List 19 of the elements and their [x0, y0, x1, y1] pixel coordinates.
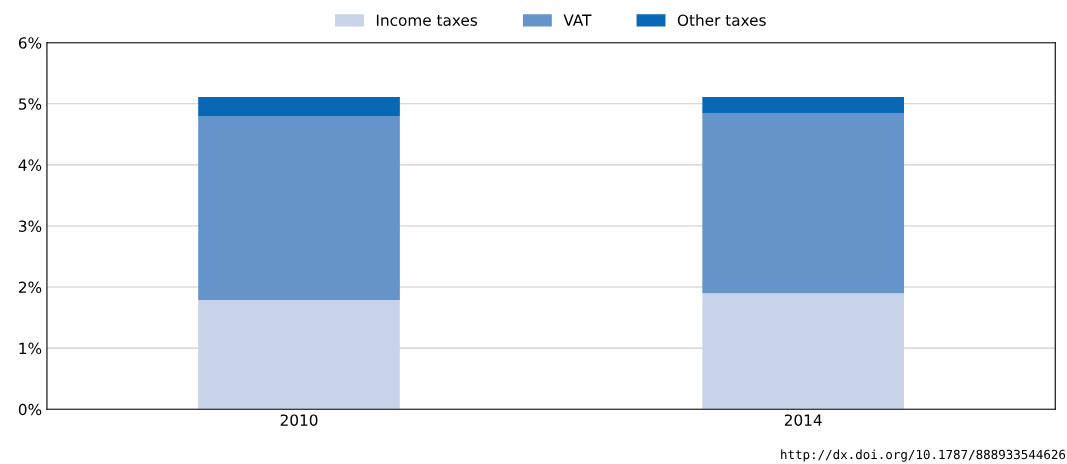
bar [702, 113, 905, 294]
legend-label: Other taxes [677, 14, 766, 26]
y-tick-label: 4% [18, 159, 42, 171]
y-tick-label: 1% [19, 342, 42, 355]
bar [198, 116, 400, 300]
y-tick-label: 0% [18, 403, 42, 416]
legend-label: VAT [563, 14, 592, 26]
text: http://dx.doi.org/10.1787/888933544626 [781, 449, 1066, 462]
bar [198, 299, 400, 410]
bar [702, 293, 905, 410]
y-tick-label: 6% [18, 37, 42, 49]
bar [198, 97, 400, 117]
y-tick-label: 5% [19, 98, 42, 110]
bar [702, 97, 905, 114]
legend-label: Income taxes [376, 14, 478, 26]
x-tick-label: 2010 [280, 414, 318, 426]
x-tick-label: 2014 [784, 414, 822, 426]
y-tick-label: 3% [19, 220, 42, 232]
y-tick-label: 2% [18, 281, 42, 294]
